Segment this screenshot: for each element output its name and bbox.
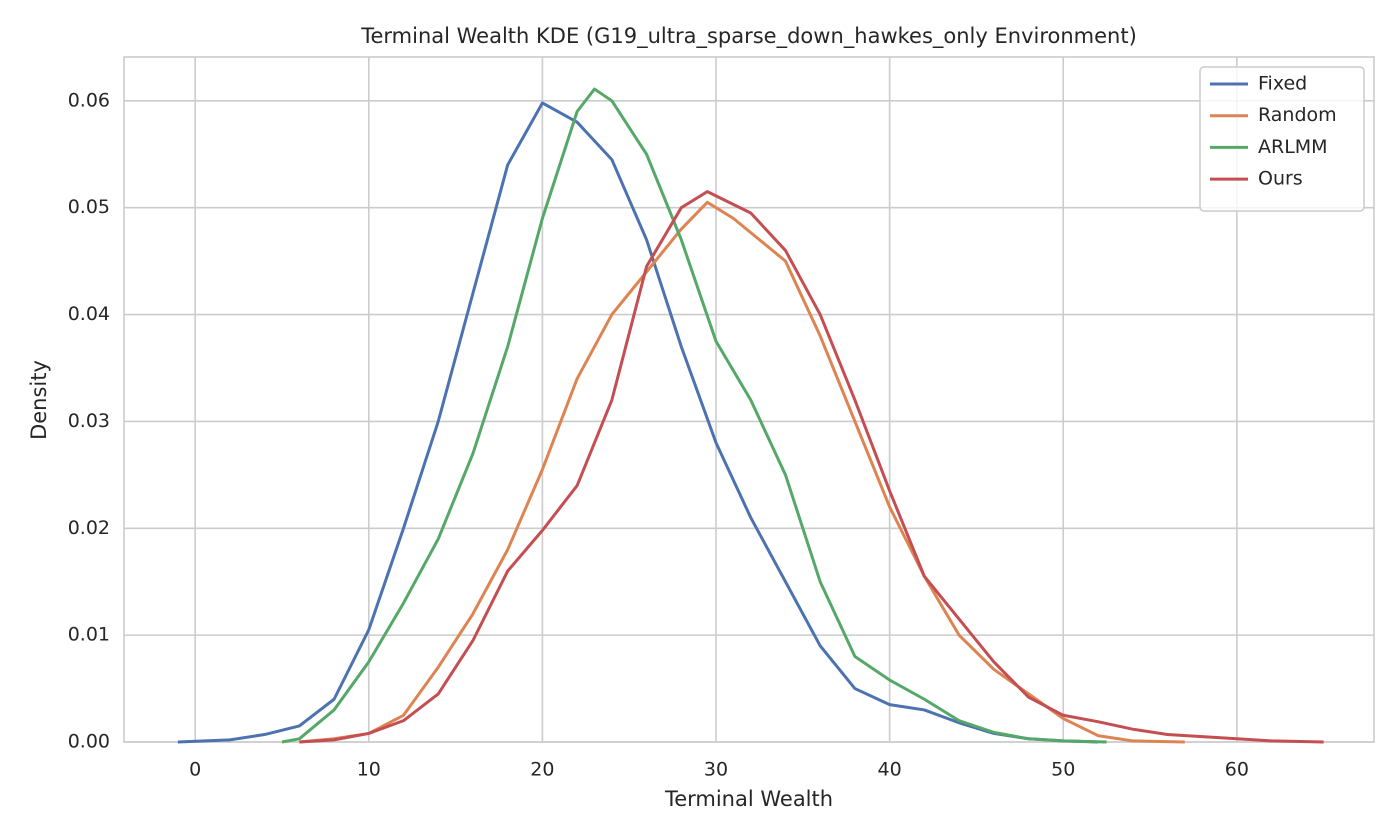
series-line: [299, 190, 1324, 744]
x-tick-label: 50: [1051, 759, 1075, 781]
x-tick-label: 20: [530, 759, 554, 781]
x-tick-label: 40: [878, 759, 902, 781]
y-tick-label: 0.05: [68, 196, 110, 218]
y-axis-label: Density: [27, 360, 51, 440]
series-line: [281, 87, 1107, 744]
y-tick-label: 0.03: [68, 410, 110, 432]
x-axis-label: Terminal Wealth: [664, 787, 833, 811]
y-tick-label: 0.06: [68, 89, 110, 111]
x-tick-label: 0: [189, 759, 201, 781]
chart-title: Terminal Wealth KDE (G19_ultra_sparse_do…: [360, 24, 1137, 49]
y-tick-label: 0.00: [68, 731, 110, 753]
y-tick-label: 0.04: [68, 303, 110, 325]
legend-label: Fixed: [1258, 73, 1307, 95]
plot-frame: [123, 56, 1375, 743]
y-tick-label: 0.02: [68, 517, 110, 539]
x-tick-label: 30: [704, 759, 728, 781]
legend-label: Ours: [1258, 168, 1303, 190]
legend-label: Random: [1258, 104, 1337, 126]
x-tick-label: 10: [357, 759, 381, 781]
series-line: [299, 200, 1185, 744]
y-tick-label: 0.01: [68, 624, 110, 646]
legend-box: [1199, 66, 1365, 212]
series-line: [177, 101, 1099, 744]
x-tick-label: 60: [1225, 759, 1249, 781]
legend-label: ARLMM: [1258, 136, 1328, 158]
